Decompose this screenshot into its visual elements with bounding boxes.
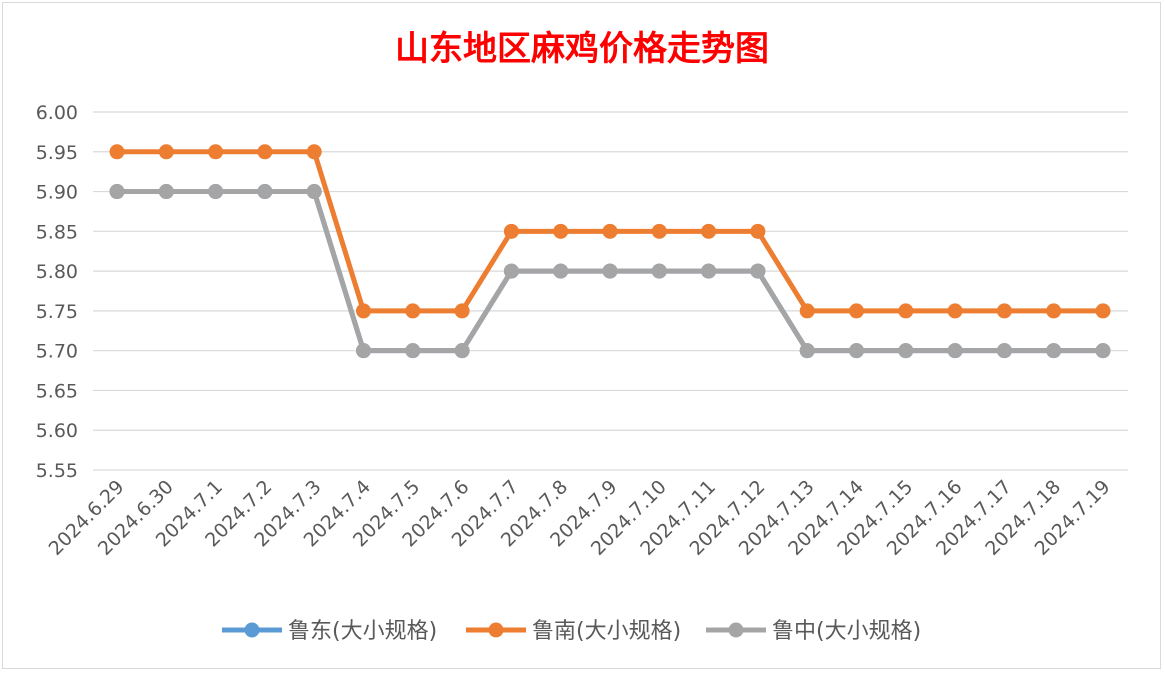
data-point bbox=[1046, 343, 1062, 359]
data-point bbox=[208, 144, 224, 160]
y-tick-label: 5.95 bbox=[36, 142, 78, 164]
data-point bbox=[947, 303, 963, 319]
y-tick-label: 5.75 bbox=[36, 301, 78, 323]
y-tick-label: 6.00 bbox=[36, 102, 78, 124]
data-point bbox=[849, 303, 864, 319]
data-point bbox=[454, 343, 470, 359]
data-point bbox=[701, 223, 717, 239]
data-point bbox=[257, 184, 273, 200]
data-point bbox=[750, 223, 766, 239]
data-point bbox=[405, 343, 421, 359]
data-point bbox=[158, 184, 174, 200]
y-tick-label: 5.60 bbox=[36, 420, 78, 442]
data-point bbox=[1095, 303, 1111, 319]
data-point bbox=[503, 263, 519, 279]
data-point bbox=[1046, 303, 1062, 319]
data-point bbox=[750, 263, 766, 279]
data-point bbox=[947, 343, 963, 359]
series-2 bbox=[109, 144, 1111, 319]
legend-label: 鲁南(大小规格) bbox=[532, 619, 681, 644]
data-point bbox=[1095, 343, 1111, 359]
data-point bbox=[503, 223, 519, 239]
data-point bbox=[553, 263, 569, 279]
data-point bbox=[109, 144, 125, 160]
y-tick-label: 5.90 bbox=[36, 182, 78, 204]
chart-title: 山东地区麻鸡价格走势图 bbox=[395, 29, 769, 69]
data-point bbox=[356, 343, 371, 359]
data-point bbox=[602, 263, 618, 279]
data-point bbox=[898, 303, 914, 319]
legend-item: 鲁中(大小规格) bbox=[706, 619, 921, 644]
data-point bbox=[208, 184, 224, 200]
data-point bbox=[306, 184, 322, 200]
legend: 鲁东(大小规格) 鲁南(大小规格) 鲁中(大小规格) bbox=[222, 619, 921, 644]
legend-item: 鲁东(大小规格) bbox=[222, 619, 437, 644]
data-point bbox=[109, 184, 125, 200]
data-point bbox=[602, 223, 618, 239]
data-point bbox=[651, 263, 667, 279]
data-point bbox=[799, 303, 815, 319]
data-point bbox=[306, 144, 322, 160]
legend-item: 鲁南(大小规格) bbox=[466, 619, 681, 644]
x-axis-ticks: 2024.6.292024.6.302024.7.12024.7.22024.7… bbox=[45, 476, 1115, 560]
y-axis-ticks: 5.55 5.60 5.65 5.70 5.75 5.80 5.85 5.90 5.95 6.00 bbox=[36, 102, 78, 482]
data-point bbox=[405, 303, 421, 319]
y-tick-label: 5.65 bbox=[36, 380, 78, 402]
data-point bbox=[898, 343, 914, 359]
data-point bbox=[158, 144, 174, 160]
y-tick-label: 5.80 bbox=[36, 261, 78, 283]
legend-swatch-marker bbox=[244, 622, 260, 638]
data-point bbox=[701, 263, 717, 279]
data-point bbox=[799, 343, 815, 359]
series-3 bbox=[109, 184, 1111, 359]
data-point bbox=[553, 223, 569, 239]
legend-label: 鲁东(大小规格) bbox=[288, 619, 437, 644]
data-point bbox=[257, 144, 273, 160]
data-point bbox=[996, 303, 1012, 319]
data-point bbox=[849, 343, 864, 359]
data-point bbox=[454, 303, 470, 319]
series-lines bbox=[109, 144, 1111, 359]
y-tick-label: 5.85 bbox=[36, 221, 78, 243]
y-tick-label: 5.55 bbox=[36, 460, 78, 482]
y-tick-label: 5.70 bbox=[36, 341, 78, 363]
gridlines bbox=[93, 111, 1128, 471]
data-point bbox=[651, 223, 667, 239]
legend-label: 鲁中(大小规格) bbox=[772, 619, 921, 644]
data-point bbox=[356, 303, 371, 319]
legend-swatch-marker bbox=[728, 622, 744, 638]
data-point bbox=[996, 343, 1012, 359]
legend-swatch-marker bbox=[488, 622, 504, 638]
